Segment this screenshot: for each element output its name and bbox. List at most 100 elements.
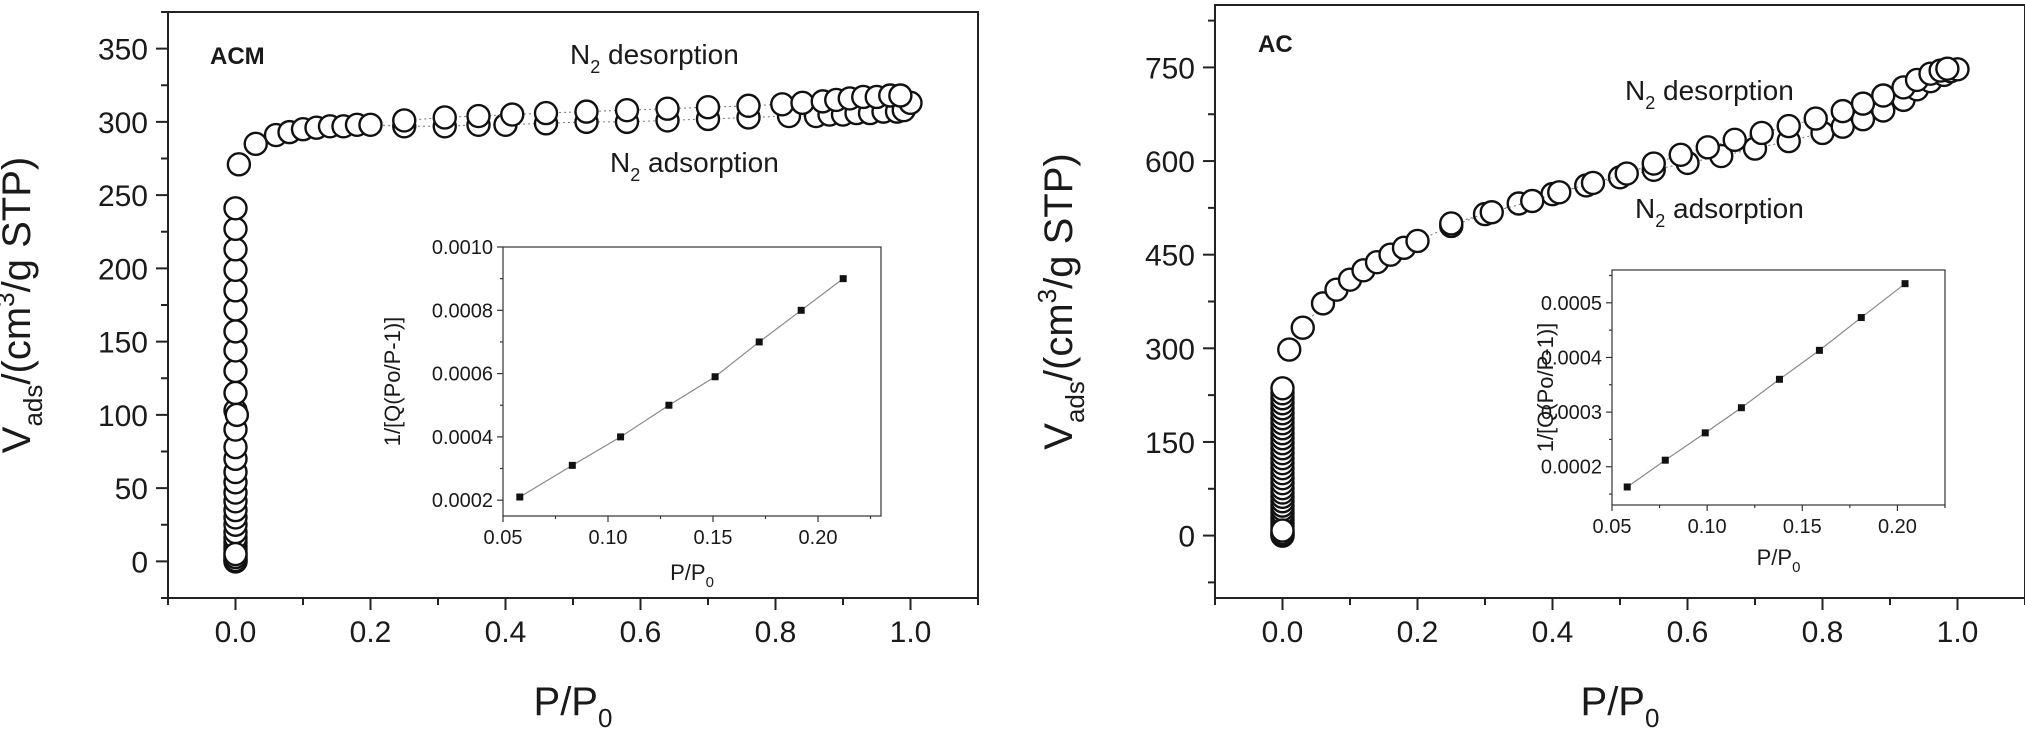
x-tick-label: 1.0 <box>890 616 932 649</box>
y-tick-label: 350 <box>98 34 148 67</box>
inset-y-tick-label: 0.0003 <box>1541 402 1602 424</box>
data-point <box>1641 151 1666 176</box>
adsorption-annotation: N2 adsorption <box>1635 193 1804 231</box>
inset-y-tick-label: 0.0005 <box>1541 293 1602 315</box>
desorption-annotation: N2 desorption <box>570 39 739 77</box>
data-point <box>223 278 248 303</box>
y-axis-label-post: /g STP) <box>0 157 39 293</box>
data-point <box>223 358 248 384</box>
y-axis-label-pre: /(cm <box>1037 303 1081 381</box>
annotation-base: N <box>1635 193 1655 224</box>
y-axis-label-v: V <box>1037 423 1081 450</box>
x-tick-label: 1.0 <box>1937 616 1979 649</box>
data-point <box>736 93 761 118</box>
inset-x-tick-label: 0.15 <box>694 527 733 549</box>
y-axis-label-post: /g STP) <box>1037 153 1081 289</box>
annotation-rest: desorption <box>600 39 739 70</box>
inset-frame <box>1611 269 1946 506</box>
annotation-rest: adsorption <box>640 147 779 178</box>
y-tick-label: 450 <box>1145 240 1195 273</box>
inset-data-point <box>797 306 805 314</box>
data-point <box>223 257 248 283</box>
x-tick-label: 0.2 <box>1397 616 1439 649</box>
data-point <box>1722 127 1747 153</box>
annotation-sub: 2 <box>1655 211 1665 231</box>
annotation-sub: 2 <box>630 165 640 185</box>
inset-data-point <box>1775 375 1783 383</box>
acm-chart: 0.0 0.2 0.4 0.6 0.8 1.0050100150200250300350P… <box>0 11 979 733</box>
desorption-series <box>392 83 913 133</box>
y-axis-label-pre: /(cm <box>0 307 39 385</box>
data-point <box>223 196 248 221</box>
x-axis-label-sub: 0 <box>598 703 612 733</box>
data-point <box>1935 56 1960 81</box>
data-point <box>1479 200 1504 225</box>
annotation-sub: 2 <box>1645 93 1655 113</box>
inset-x-tick-label: 0.20 <box>1878 516 1917 538</box>
x-axis-label: P/P0 <box>534 680 613 733</box>
data-point <box>1580 170 1606 196</box>
inset-x-tick-label: 0.10 <box>1688 516 1727 538</box>
inset-x-axis-label-base: P/P <box>670 560 705 585</box>
annotation-sub: 2 <box>590 57 600 77</box>
annotation-base: N <box>570 39 590 70</box>
data-point <box>533 100 559 126</box>
inset-data-point <box>665 401 673 409</box>
data-point <box>1277 337 1302 362</box>
inset-data-point <box>1815 346 1823 354</box>
data-point <box>1749 120 1774 146</box>
inset-y-tick-label: 0.0002 <box>1541 457 1602 479</box>
y-tick-label: 50 <box>115 473 148 506</box>
inset-x-axis-label-sub: 0 <box>1792 559 1800 576</box>
inset-x-tick-label: 0.15 <box>1783 516 1822 538</box>
y-axis-label: Vads/(cm3/g STP) <box>1032 153 1090 449</box>
x-tick-label: 0.8 <box>755 616 797 649</box>
inset-data-point <box>839 275 847 283</box>
desorption-series <box>1439 56 1960 236</box>
data-point <box>500 102 525 127</box>
y-tick-label: 0 <box>131 546 148 579</box>
data-point <box>243 131 268 157</box>
data-point <box>1850 91 1876 116</box>
annotation-rest: desorption <box>1655 75 1794 106</box>
y-tick-label: 100 <box>98 400 148 433</box>
data-point <box>1270 376 1295 401</box>
y-axis-label-sub: ads <box>18 385 48 427</box>
data-point <box>223 216 248 242</box>
inset-y-tick-label: 0.0008 <box>432 300 493 322</box>
y-tick-label: 300 <box>1145 333 1195 366</box>
data-point <box>466 103 491 129</box>
y-axis-label-sub: ads <box>1060 381 1090 423</box>
inset-data-point <box>1661 456 1669 464</box>
y-tick-label: 200 <box>98 253 148 286</box>
y-axis-label-v: V <box>0 426 39 453</box>
x-tick-label: 0.0 <box>1262 616 1304 649</box>
data-point <box>1405 228 1430 254</box>
data-point <box>1290 315 1315 340</box>
data-point <box>223 319 248 344</box>
data-point <box>1439 211 1464 236</box>
inset-data-point <box>617 433 625 441</box>
data-point <box>1695 135 1720 160</box>
inset-y-tick-label: 0.0010 <box>432 237 493 259</box>
data-point <box>1803 106 1828 131</box>
inset-frame <box>502 246 882 517</box>
data-point <box>432 105 457 130</box>
inset-fit-line <box>1626 283 1906 488</box>
data-layer <box>223 83 923 574</box>
inset-fit-line <box>519 278 844 498</box>
data-layer <box>1270 56 1970 548</box>
panel-tag: ACM <box>210 43 265 70</box>
inset-x-tick-label: 0.10 <box>589 527 628 549</box>
y-axis-label: Vads/(cm3/g STP) <box>0 157 48 453</box>
annotation-rest: adsorption <box>1665 193 1804 224</box>
data-point <box>790 90 815 116</box>
x-tick-label: 0.4 <box>1532 616 1574 649</box>
y-tick-label: 600 <box>1145 146 1195 179</box>
data-point <box>574 99 599 124</box>
data-point <box>224 402 250 428</box>
data-point <box>1668 142 1693 168</box>
inset-x-axis-label-sub: 0 <box>706 574 714 591</box>
data-point <box>1830 98 1855 124</box>
